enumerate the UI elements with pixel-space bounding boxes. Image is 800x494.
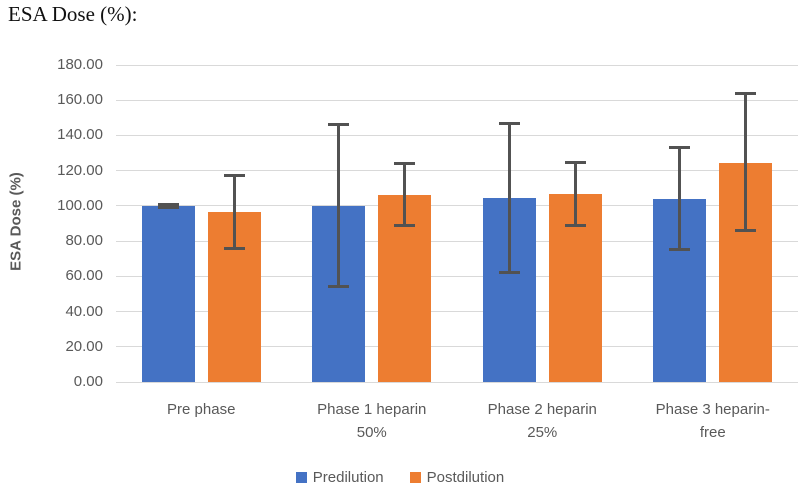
x-axis-label: Phase 2 heparin 25% bbox=[487, 401, 597, 441]
error-bar-line bbox=[166, 204, 170, 208]
legend-swatch-icon bbox=[409, 472, 421, 483]
error-bar-cap bbox=[223, 173, 245, 177]
gridline bbox=[116, 170, 798, 172]
error-bar-cap bbox=[564, 161, 586, 165]
gridline bbox=[116, 381, 798, 383]
error-bar-cap bbox=[157, 202, 179, 206]
legend-label: Postdilution bbox=[426, 469, 505, 486]
bar-predilution-1 bbox=[141, 205, 195, 382]
gridline bbox=[116, 205, 798, 207]
y-axis-tick-label: 20.00 bbox=[65, 337, 103, 355]
error-bar-line bbox=[337, 124, 341, 287]
error-bar-cap bbox=[669, 146, 691, 150]
x-axis-label: Pre phase bbox=[167, 401, 236, 418]
legend-entry-predilution: Predilution bbox=[295, 469, 384, 486]
error-bar-cap bbox=[394, 162, 416, 166]
y-axis-tick-label: 80.00 bbox=[65, 232, 103, 250]
gridline bbox=[116, 99, 798, 101]
y-axis-tick-label: 0.00 bbox=[73, 373, 103, 390]
legend: Predilution Postdilution bbox=[0, 469, 800, 486]
error-bar-cap bbox=[735, 91, 757, 95]
y-axis-title: ESA Dose (%) bbox=[7, 172, 25, 271]
gridline bbox=[116, 64, 798, 66]
y-axis-tick-label: 180.00 bbox=[57, 56, 103, 73]
error-bar-cap bbox=[328, 123, 350, 127]
error-bar-cap bbox=[669, 248, 691, 252]
legend-label: Predilution bbox=[312, 469, 384, 486]
y-axis-tick-label: 160.00 bbox=[57, 91, 103, 109]
x-axis-label: Phase 1 heparin 50% bbox=[317, 401, 427, 441]
error-bar-cap bbox=[328, 285, 350, 289]
error-bar-line bbox=[507, 123, 511, 273]
page-title: ESA Dose (%): bbox=[8, 2, 138, 26]
error-bar-line bbox=[403, 163, 407, 226]
error-bar-cap bbox=[157, 206, 179, 210]
error-bar-line bbox=[232, 175, 236, 249]
error-bar-cap bbox=[564, 223, 586, 227]
gridline bbox=[116, 240, 798, 242]
error-bar-line bbox=[678, 147, 682, 250]
error-bar-cap bbox=[394, 223, 416, 227]
x-axis-label: Phase 3 heparin-free bbox=[655, 401, 770, 441]
y-axis-tick-label: 120.00 bbox=[57, 161, 103, 179]
error-bar-line bbox=[744, 93, 748, 231]
error-bar-cap bbox=[498, 271, 520, 275]
legend-swatch-icon bbox=[295, 472, 307, 483]
y-axis-tick-label: 140.00 bbox=[57, 126, 103, 144]
error-bar-cap bbox=[498, 121, 520, 125]
gridline bbox=[116, 346, 798, 348]
gridline bbox=[116, 134, 798, 136]
gridline bbox=[116, 311, 798, 313]
error-bar-line bbox=[573, 162, 577, 226]
error-bar-cap bbox=[735, 229, 757, 233]
y-axis-tick-label: 40.00 bbox=[65, 302, 103, 320]
legend-entry-postdilution: Postdilution bbox=[409, 469, 505, 486]
error-bar-cap bbox=[223, 246, 245, 250]
y-axis-tick-label: 100.00 bbox=[57, 196, 103, 214]
y-axis-tick-label: 60.00 bbox=[65, 267, 103, 285]
gridline bbox=[116, 275, 798, 277]
